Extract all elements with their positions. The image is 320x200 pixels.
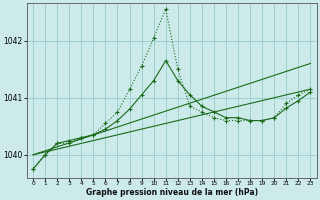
X-axis label: Graphe pression niveau de la mer (hPa): Graphe pression niveau de la mer (hPa) bbox=[86, 188, 258, 197]
